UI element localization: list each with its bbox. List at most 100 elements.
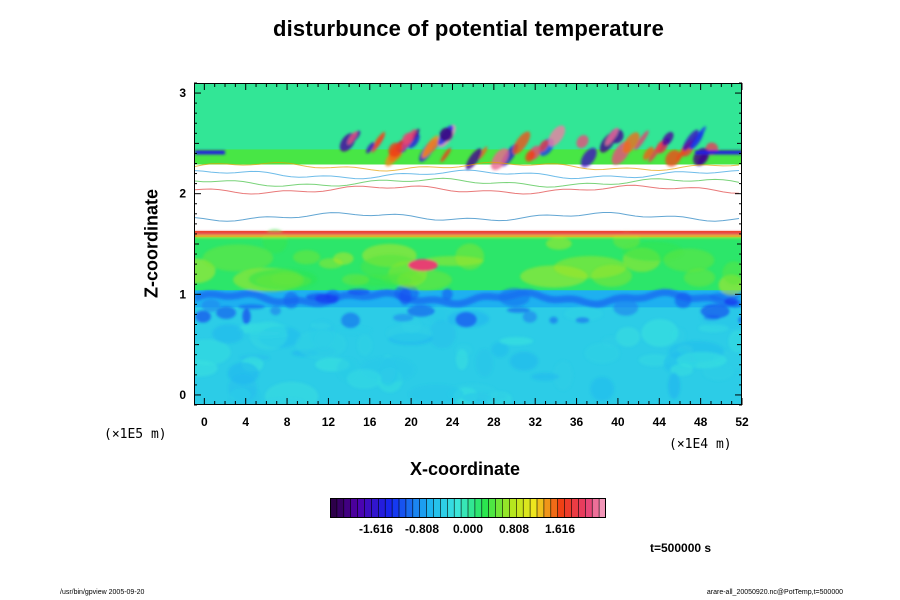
eddy xyxy=(728,330,741,353)
contour-streak xyxy=(195,169,740,180)
negative-blob xyxy=(407,305,435,317)
upper-wave-streak xyxy=(648,141,663,163)
upper-wave-streak xyxy=(662,131,674,146)
time-annotation: t=500000 s xyxy=(650,541,712,555)
colorbar-swatch xyxy=(516,498,524,518)
eddy xyxy=(474,391,508,402)
colorbar-swatch xyxy=(550,498,558,518)
positive-patch xyxy=(293,250,321,265)
colorbar-swatch xyxy=(392,498,400,518)
eddy xyxy=(330,326,372,335)
colorbar-swatch xyxy=(454,498,462,518)
field-detail xyxy=(195,124,741,404)
colorbar-swatch xyxy=(461,498,469,518)
colorbar-swatch xyxy=(405,498,414,518)
colorbar-tick-label: -1.616 xyxy=(358,522,394,536)
upper-wave-streak xyxy=(682,129,699,151)
colorbar-swatch xyxy=(336,498,345,518)
colorbar-swatch xyxy=(509,498,517,518)
eddy xyxy=(698,324,729,333)
x-tick-label: 24 xyxy=(446,415,460,429)
upper-wave-streak xyxy=(490,148,509,170)
contour-streak xyxy=(195,184,740,195)
x-scale-factor: (×1E4 m) xyxy=(669,437,732,452)
negative-blob xyxy=(201,299,221,312)
colorbar-swatch xyxy=(419,498,427,518)
negative-blob xyxy=(195,310,211,323)
upper-wave-streak xyxy=(548,125,566,147)
upper-wave-streak xyxy=(538,139,549,152)
eddy xyxy=(212,324,245,344)
eddy xyxy=(564,306,603,321)
eddy xyxy=(531,372,560,381)
x-tick-label: 28 xyxy=(487,415,501,429)
eddy xyxy=(641,318,679,347)
y-axis-label: Z-coordinate xyxy=(141,189,162,299)
colorbar-swatch xyxy=(468,498,476,518)
red-band xyxy=(195,231,741,236)
upper-wave-streak xyxy=(465,148,482,170)
x-tick-label: 52 xyxy=(735,415,749,429)
eddy xyxy=(676,351,727,369)
eddy xyxy=(499,336,534,346)
colorbar-swatch xyxy=(571,498,579,518)
eddy xyxy=(475,349,494,377)
positive-patch xyxy=(663,248,715,272)
colorbar-swatch xyxy=(578,498,586,518)
y-tick-label: 1 xyxy=(179,287,186,301)
eddy xyxy=(509,351,539,371)
upper-wave-streak xyxy=(366,142,375,154)
colorbar-swatch xyxy=(371,498,379,518)
upper-wave-streak xyxy=(622,132,640,154)
colorbar-swatch xyxy=(502,498,510,518)
colorbar-swatch xyxy=(523,498,531,518)
colorbar-swatch xyxy=(385,498,393,518)
x-tick-label: 8 xyxy=(284,415,291,429)
upper-wave-streak xyxy=(401,132,414,145)
upper-wave-streak xyxy=(643,146,654,160)
eddy xyxy=(346,369,382,389)
negative-blob xyxy=(442,288,453,301)
upper-wave-streak xyxy=(665,149,681,167)
negative-blob xyxy=(314,293,339,304)
negative-blob xyxy=(549,316,558,324)
eddy xyxy=(428,319,456,349)
x-tick-label: 12 xyxy=(322,415,336,429)
y-tick-label: 2 xyxy=(179,187,186,201)
negative-blob xyxy=(216,306,237,319)
y-tick-label: 3 xyxy=(179,86,186,100)
upper-wave-streak xyxy=(372,131,386,150)
edge-band-left xyxy=(195,150,225,155)
colorbar-swatch xyxy=(378,498,386,518)
negative-blob xyxy=(270,305,281,316)
chart-title: disturbunce of potential temperature xyxy=(272,16,665,41)
negative-blob xyxy=(506,307,531,313)
eddy xyxy=(195,339,231,366)
upper-wave-streak xyxy=(512,131,531,155)
potential-temperature-field xyxy=(195,84,741,404)
x-tick-label: 20 xyxy=(404,415,418,429)
eddy xyxy=(615,326,641,347)
negative-blob xyxy=(283,291,299,309)
colorbar-swatch xyxy=(447,498,455,518)
upper-wave-streak xyxy=(422,135,440,158)
negative-blob xyxy=(242,308,251,325)
upper-wave-streak xyxy=(525,150,536,162)
colorbar-frame xyxy=(330,498,606,518)
x-axis-label: X-coordinate xyxy=(409,459,520,479)
eddy xyxy=(638,353,671,367)
eddy xyxy=(677,344,693,355)
positive-patch xyxy=(202,244,274,272)
colorbar-swatch xyxy=(364,498,372,518)
upper-wave-streak xyxy=(440,147,452,163)
negative-blob xyxy=(498,288,530,307)
colorbar-swatch xyxy=(537,498,545,518)
negative-blob xyxy=(522,311,537,323)
negative-blob xyxy=(238,304,265,310)
eddy xyxy=(357,334,373,356)
negative-blob xyxy=(724,297,739,306)
eddy xyxy=(408,384,464,404)
positive-patch xyxy=(333,252,354,265)
colorbar-swatch xyxy=(557,498,565,518)
